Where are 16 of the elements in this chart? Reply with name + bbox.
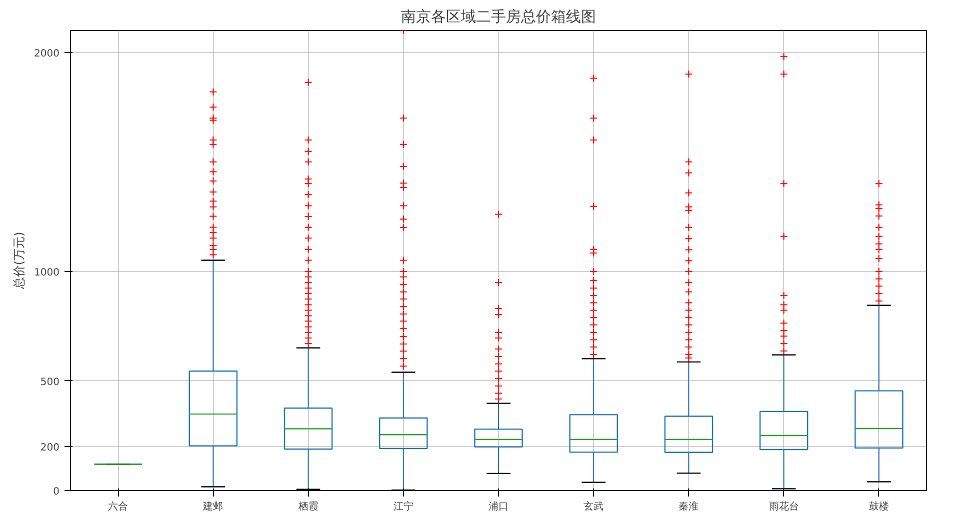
- x-tick-label: 六合: [108, 500, 128, 512]
- x-tick-label: 鼓楼: [868, 500, 889, 512]
- y-tick-label: 200: [40, 442, 60, 454]
- x-tick-label: 雨花台: [768, 500, 799, 512]
- y-tick-label: 0: [53, 486, 60, 498]
- x-tick-label: 秦淮: [678, 500, 699, 512]
- y-tick-label: 2000: [34, 48, 60, 60]
- x-tick-label: 建邺: [202, 500, 224, 512]
- x-tick-label: 江宁: [393, 500, 414, 512]
- x-tick-label: 浦口: [488, 500, 508, 512]
- x-tick-label: 栖霞: [297, 500, 318, 512]
- y-tick-label: 500: [40, 376, 60, 388]
- chart-title: 南京各区域二手房总价箱线图: [401, 8, 596, 26]
- y-tick-label: 1000: [34, 267, 60, 278]
- y-axis-title: 总价(万元): [12, 232, 26, 290]
- x-tick-label: 玄武: [584, 500, 604, 512]
